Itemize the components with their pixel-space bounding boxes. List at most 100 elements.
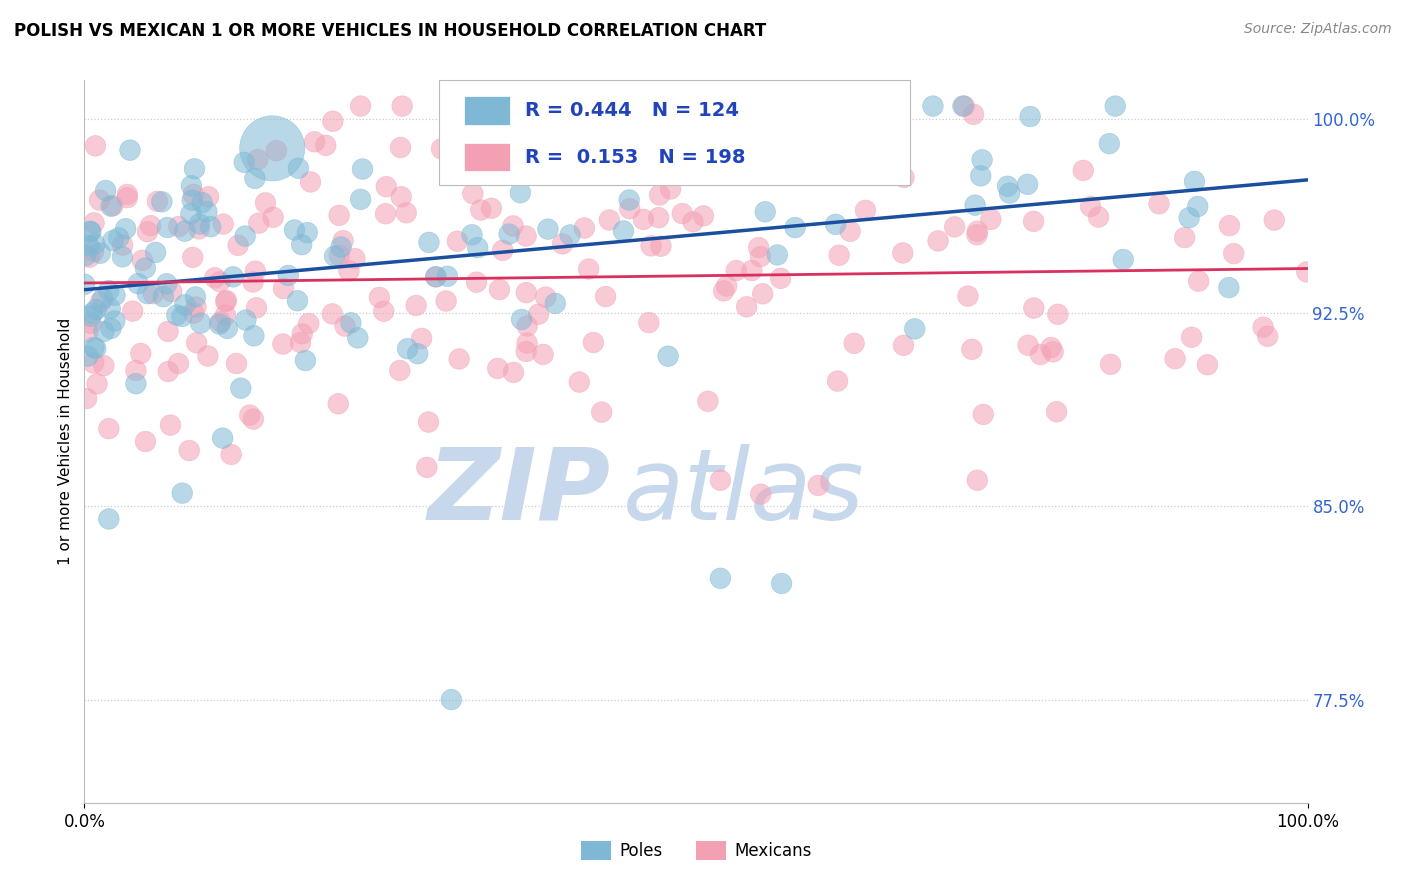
Bar: [464, 96, 510, 125]
Point: [603, 158, 626, 172]
Point: [191, 195, 214, 210]
Point: [927, 234, 949, 248]
Point: [160, 285, 183, 299]
Point: [150, 194, 173, 209]
Point: [117, 187, 139, 202]
Point: [83, 341, 105, 355]
Point: [129, 346, 152, 360]
Point: [167, 357, 190, 371]
Point: [101, 234, 124, 248]
Point: [741, 263, 763, 277]
Point: [79, 224, 101, 238]
Point: [713, 284, 735, 298]
Point: [167, 219, 190, 234]
Point: [837, 99, 859, 113]
Point: [136, 286, 159, 301]
Point: [97, 422, 120, 436]
Point: [82, 306, 104, 320]
Point: [114, 221, 136, 235]
Point: [922, 99, 945, 113]
Point: [349, 99, 371, 113]
Point: [84, 138, 107, 153]
Point: [188, 217, 211, 231]
Point: [972, 408, 994, 422]
Point: [299, 175, 322, 189]
Point: [619, 202, 641, 216]
Point: [343, 252, 366, 266]
Point: [233, 229, 256, 244]
Point: [243, 328, 266, 343]
Point: [127, 277, 149, 291]
Point: [152, 290, 174, 304]
Text: ZIP: ZIP: [427, 443, 610, 541]
Point: [323, 249, 346, 263]
Point: [262, 211, 284, 225]
Point: [425, 269, 447, 284]
Point: [84, 302, 107, 317]
Point: [515, 285, 537, 300]
Point: [321, 307, 343, 321]
Point: [183, 187, 205, 202]
Point: [389, 140, 412, 154]
Point: [84, 342, 107, 356]
Point: [960, 343, 983, 357]
Point: [242, 412, 264, 426]
Point: [273, 281, 295, 295]
Point: [304, 135, 326, 149]
Point: [349, 192, 371, 206]
Point: [157, 364, 180, 378]
Point: [181, 251, 204, 265]
Point: [159, 418, 181, 433]
Text: R = 0.444   N = 124: R = 0.444 N = 124: [524, 101, 738, 120]
Point: [953, 99, 976, 113]
Point: [322, 114, 344, 128]
Point: [1295, 265, 1317, 279]
Point: [502, 219, 524, 233]
Point: [796, 160, 818, 174]
Point: [650, 239, 672, 253]
Point: [79, 310, 101, 324]
Point: [254, 195, 277, 210]
Point: [200, 219, 222, 234]
Point: [638, 316, 661, 330]
Point: [315, 138, 337, 153]
Point: [294, 353, 316, 368]
Point: [770, 576, 793, 591]
Point: [405, 298, 427, 312]
Point: [104, 288, 127, 302]
Point: [111, 238, 134, 252]
Point: [966, 473, 988, 487]
Point: [1017, 338, 1039, 352]
Point: [461, 186, 484, 201]
Point: [156, 277, 179, 291]
Point: [461, 227, 484, 242]
Point: [966, 227, 988, 242]
Point: [671, 206, 693, 220]
Point: [463, 157, 485, 171]
Point: [962, 107, 984, 121]
Point: [418, 235, 440, 250]
Point: [217, 321, 239, 335]
Point: [766, 248, 789, 262]
Point: [1029, 347, 1052, 361]
Point: [648, 188, 671, 202]
Point: [574, 221, 596, 235]
Point: [640, 239, 662, 253]
Point: [749, 99, 772, 113]
Point: [125, 376, 148, 391]
Point: [465, 275, 488, 289]
Point: [488, 283, 510, 297]
Point: [838, 161, 860, 175]
Point: [337, 263, 360, 277]
Point: [425, 269, 447, 284]
Point: [516, 336, 538, 351]
Point: [709, 473, 731, 487]
Point: [212, 217, 235, 231]
Point: [1222, 246, 1244, 260]
Point: [1098, 136, 1121, 151]
Point: [735, 300, 758, 314]
Text: R =  0.153   N = 198: R = 0.153 N = 198: [524, 147, 745, 167]
Point: [186, 335, 208, 350]
Point: [754, 204, 776, 219]
Point: [395, 206, 418, 220]
